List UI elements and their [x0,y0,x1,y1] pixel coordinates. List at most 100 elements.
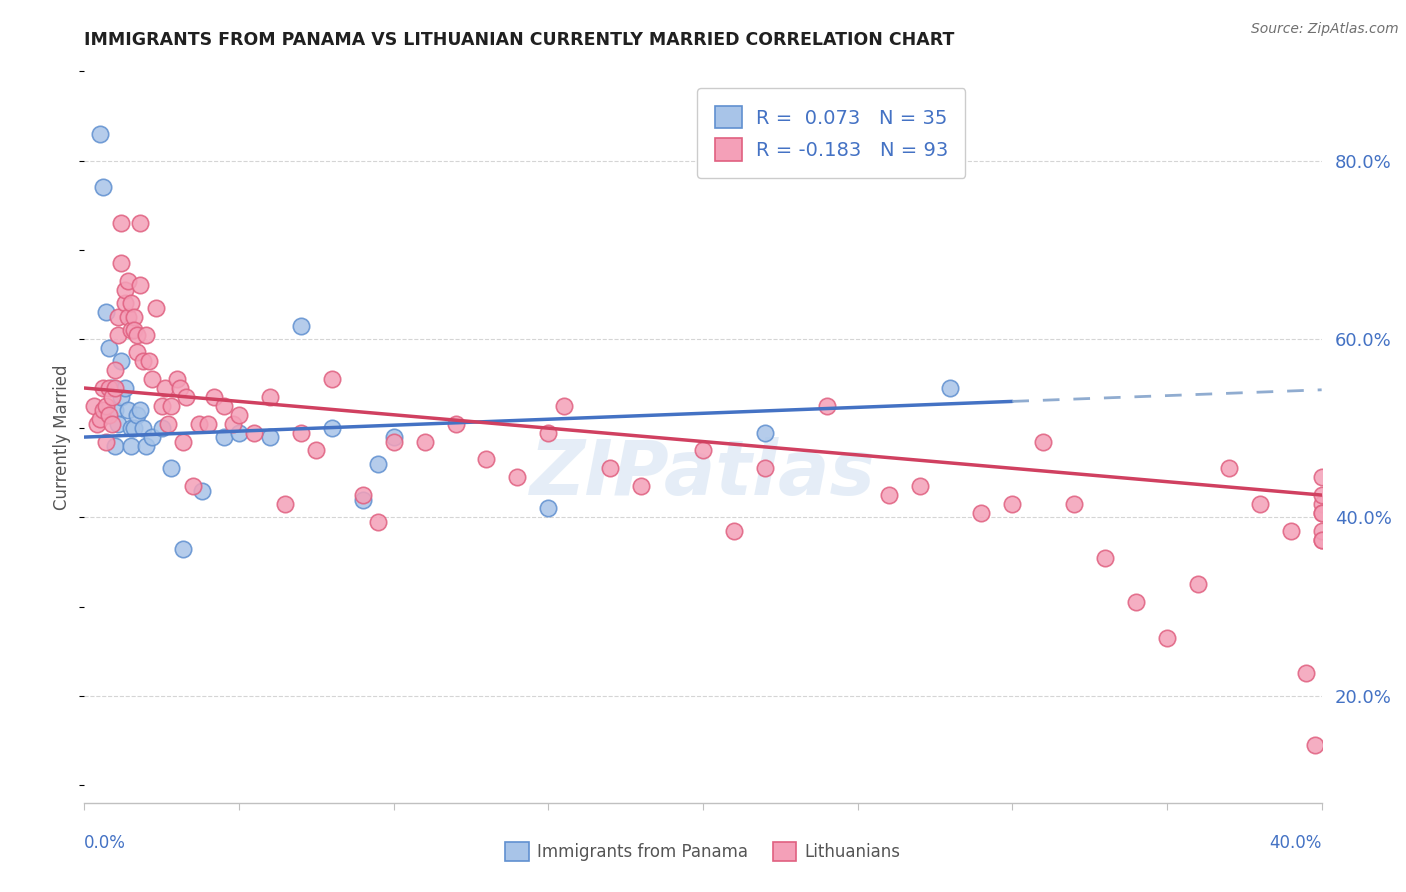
Point [212,430,235,444]
Point [132,354,155,368]
Point [135,327,157,342]
Point [129,278,152,293]
Point [1094,550,1116,565]
Point [91,381,114,395]
Point [145,301,167,315]
Point [1310,497,1333,511]
Y-axis label: Currently Married: Currently Married [53,364,72,510]
Point [908,479,931,493]
Point [117,310,139,324]
Point [138,354,160,368]
Point [166,372,188,386]
Point [1001,497,1024,511]
Point [222,417,245,431]
Point [129,216,152,230]
Point [382,434,405,449]
Point [1310,488,1333,502]
Point [815,399,838,413]
Point [89,127,111,141]
Point [160,399,183,413]
Point [114,381,136,395]
Point [91,403,114,417]
Point [98,408,121,422]
Point [506,470,529,484]
Point [125,327,148,342]
Point [197,417,219,431]
Point [150,399,173,413]
Point [120,421,142,435]
Point [101,390,124,404]
Point [176,390,198,404]
Point [114,283,136,297]
Point [537,501,560,516]
Point [132,421,155,435]
Point [135,439,157,453]
Text: IMMIGRANTS FROM PANAMA VS LITHUANIAN CURRENTLY MARRIED CORRELATION CHART: IMMIGRANTS FROM PANAMA VS LITHUANIAN CUR… [84,31,955,49]
Point [122,421,145,435]
Point [970,506,993,520]
Point [367,515,389,529]
Point [1032,434,1054,449]
Point [120,323,142,337]
Point [94,434,117,449]
Point [129,403,152,417]
Point [382,430,405,444]
Point [91,180,114,194]
Point [117,403,139,417]
Point [122,310,145,324]
Point [352,492,374,507]
Point [191,483,214,498]
Point [1187,577,1209,591]
Point [212,399,235,413]
Point [107,327,129,342]
Point [83,399,105,413]
Point [104,363,127,377]
Point [259,430,281,444]
Point [723,524,745,538]
Point [110,256,132,270]
Point [122,323,145,337]
Point [1156,631,1178,645]
Point [475,452,498,467]
Text: ZIPatlas: ZIPatlas [530,437,876,510]
Point [107,417,129,431]
Point [120,439,142,453]
Point [243,425,266,440]
Point [156,417,179,431]
Point [1125,595,1147,609]
Text: Source: ZipAtlas.com: Source: ZipAtlas.com [1251,22,1399,37]
Point [1310,506,1333,520]
Point [1063,497,1085,511]
Point [367,457,389,471]
Point [290,425,312,440]
Point [172,541,194,556]
Point [228,425,250,440]
Point [692,443,714,458]
Point [160,461,183,475]
Point [141,372,163,386]
Point [141,430,163,444]
Text: 0.0%: 0.0% [84,834,127,852]
Point [1295,666,1317,681]
Point [877,488,900,502]
Point [89,412,111,426]
Point [1279,524,1302,538]
Point [125,408,148,422]
Point [599,461,621,475]
Point [1310,470,1333,484]
Point [1310,524,1333,538]
Point [86,417,108,431]
Point [114,296,136,310]
Point [1305,738,1327,752]
Legend: Immigrants from Panama, Lithuanians: Immigrants from Panama, Lithuanians [499,835,907,868]
Point [228,408,250,422]
Point [125,345,148,359]
Point [101,381,124,395]
Point [94,305,117,319]
Point [1218,461,1240,475]
Point [110,354,132,368]
Point [110,216,132,230]
Point [352,488,374,502]
Point [537,425,560,440]
Point [444,417,467,431]
